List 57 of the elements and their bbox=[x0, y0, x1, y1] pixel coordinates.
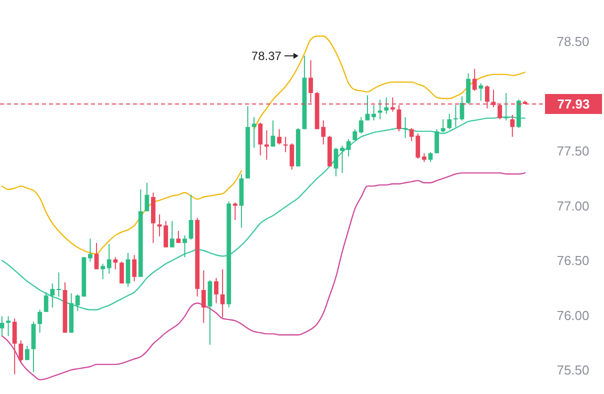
annotation: 78.37 bbox=[251, 49, 282, 64]
candlestick bbox=[164, 220, 168, 248]
candlestick bbox=[106, 244, 112, 274]
candlestick bbox=[201, 270, 206, 324]
candlestick bbox=[504, 92, 508, 121]
candlestick bbox=[270, 120, 276, 148]
candlestick bbox=[403, 116, 408, 138]
ref-line-label: 77.93 bbox=[557, 96, 590, 112]
y-tick-label: 77.50 bbox=[556, 144, 590, 159]
candlestick bbox=[453, 104, 458, 128]
candlestick bbox=[220, 268, 225, 318]
candlestick bbox=[478, 82, 484, 102]
candlestick bbox=[378, 99, 382, 120]
candlestick bbox=[182, 234, 187, 258]
candlestick bbox=[252, 116, 256, 148]
y-tick-label: 78.50 bbox=[556, 34, 590, 50]
candlestick bbox=[12, 318, 17, 375]
y-tick-label: 76.00 bbox=[556, 308, 590, 323]
candlestick bbox=[384, 96, 389, 114]
y-tick-label: 76.50 bbox=[556, 253, 590, 268]
candlestick bbox=[346, 138, 351, 158]
candlestick bbox=[232, 202, 238, 220]
candlestick bbox=[38, 309, 42, 334]
candlestick bbox=[372, 104, 376, 121]
candlestick bbox=[428, 152, 433, 162]
candlestick bbox=[188, 194, 194, 240]
candlestick bbox=[447, 113, 452, 130]
candlestick bbox=[18, 340, 24, 364]
candlestick bbox=[365, 94, 370, 121]
candlestick bbox=[434, 128, 439, 154]
candlestick bbox=[88, 238, 92, 262]
candlestick bbox=[132, 254, 137, 282]
candlestick bbox=[277, 128, 282, 145]
candlestick bbox=[113, 256, 118, 270]
candlestick bbox=[258, 122, 263, 156]
candlestick bbox=[176, 230, 181, 244]
candlestick bbox=[44, 292, 48, 312]
y-tick-label: 77.00 bbox=[556, 198, 590, 214]
candlestick bbox=[340, 145, 344, 174]
candlestick bbox=[440, 118, 446, 133]
candlestick bbox=[358, 116, 364, 134]
candlestick bbox=[50, 282, 55, 308]
candlestick bbox=[510, 114, 515, 138]
candlestick bbox=[0, 316, 4, 336]
candlestick bbox=[25, 345, 30, 361]
candlestick bbox=[6, 316, 10, 336]
candlestick bbox=[170, 220, 174, 248]
line-series bbox=[1, 172, 526, 380]
candlestick bbox=[120, 261, 124, 284]
candlestick bbox=[264, 130, 269, 160]
candlestick bbox=[334, 147, 338, 177]
y-tick-label: 75.50 bbox=[556, 362, 590, 378]
candlestick bbox=[214, 277, 218, 304]
candlestick bbox=[472, 68, 477, 92]
candlestick bbox=[144, 182, 150, 212]
candlestick bbox=[100, 263, 106, 280]
candlestick bbox=[56, 272, 61, 298]
